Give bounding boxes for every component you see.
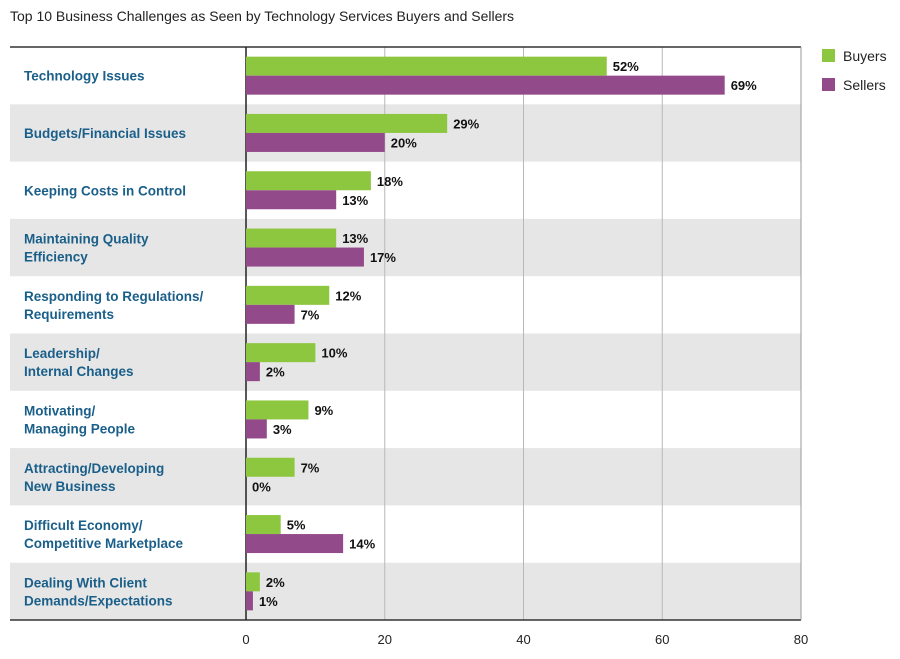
value-label-sellers: 69%	[731, 78, 757, 93]
bar-buyers	[246, 171, 371, 191]
category-label: Attracting/Developing New Business	[24, 461, 164, 494]
category-label: Responding to Regulations/Requirements	[24, 289, 203, 322]
bar-sellers	[246, 534, 344, 554]
category-label: Motivating/Managing People	[24, 403, 136, 436]
category-label: Dealing With Client Demands/Expectations	[24, 575, 173, 608]
value-label-buyers: 13%	[342, 231, 368, 246]
value-label-buyers: 7%	[301, 460, 320, 475]
value-label-buyers: 18%	[377, 174, 403, 189]
bar-sellers	[246, 132, 385, 152]
bar-buyers	[246, 457, 295, 477]
bar-buyers	[246, 113, 448, 133]
bar-sellers	[246, 75, 725, 95]
value-label-sellers: 17%	[370, 250, 396, 265]
bar-buyers	[246, 572, 260, 592]
bar-sellers	[246, 247, 364, 267]
legend-label-buyers: Buyers	[843, 48, 887, 64]
bar-buyers	[246, 56, 607, 76]
row-band	[10, 562, 801, 620]
row-band	[10, 104, 801, 162]
category-label: Keeping Costs in Control	[24, 183, 186, 198]
legend-swatch-sellers	[822, 78, 835, 91]
category-labels: Technology Issues Budgets/Financial Issue…	[24, 69, 203, 609]
bar-buyers	[246, 285, 330, 305]
row-band	[10, 333, 801, 391]
value-label-buyers: 2%	[266, 575, 285, 590]
chart-title: Top 10 Business Challenges as Seen by Te…	[10, 8, 515, 24]
row-band	[10, 448, 801, 506]
bar-sellers	[246, 419, 267, 439]
value-label-buyers: 5%	[287, 518, 306, 533]
value-labels: 52%69%29%20%18%13%13%17%12%7%10%2%9%3%7%…	[252, 59, 757, 609]
bar-sellers	[246, 362, 260, 382]
bars	[246, 56, 725, 611]
value-label-sellers: 14%	[349, 537, 375, 552]
bar-sellers	[246, 190, 337, 210]
bar-sellers	[246, 304, 295, 324]
category-label: Difficult Economy/Competitive Marketplac…	[24, 518, 184, 551]
category-label: Budgets/Financial Issues	[24, 126, 186, 141]
bar-buyers	[246, 515, 281, 535]
value-label-sellers: 7%	[301, 307, 320, 322]
category-label: Technology Issues	[24, 69, 145, 84]
value-label-sellers: 3%	[273, 422, 292, 437]
value-label-sellers: 13%	[342, 193, 368, 208]
x-tick-label: 80	[794, 632, 808, 647]
row-band	[10, 218, 801, 277]
category-label: Leadership/Internal Changes	[24, 346, 134, 379]
category-label: Maintaining Quality Efficiency	[24, 232, 149, 265]
value-label-sellers: 2%	[266, 365, 285, 380]
bar-sellers	[246, 591, 253, 611]
bar-buyers	[246, 228, 337, 248]
x-tick-label: 0	[242, 632, 249, 647]
value-label-buyers: 9%	[314, 403, 333, 418]
value-label-buyers: 10%	[321, 346, 347, 361]
bar-buyers	[246, 400, 309, 420]
x-tick-label: 40	[516, 632, 530, 647]
value-label-buyers: 52%	[613, 59, 639, 74]
bar-buyers	[246, 343, 316, 363]
legend: Buyers Sellers	[822, 48, 887, 93]
value-label-buyers: 29%	[453, 116, 479, 131]
value-label-sellers: 1%	[259, 594, 278, 609]
legend-label-sellers: Sellers	[843, 77, 886, 93]
value-label-buyers: 12%	[335, 288, 361, 303]
row-bands	[10, 104, 801, 620]
legend-swatch-buyers	[822, 49, 835, 62]
x-axis-ticks: 0 20 40 60 80	[242, 632, 808, 647]
x-tick-label: 20	[378, 632, 392, 647]
value-label-sellers: 0%	[252, 479, 271, 494]
value-label-sellers: 20%	[391, 135, 417, 150]
x-tick-label: 60	[655, 632, 669, 647]
